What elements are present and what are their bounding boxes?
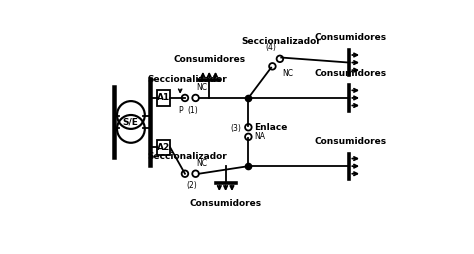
Text: P: P — [178, 105, 182, 115]
Text: (4): (4) — [265, 43, 276, 53]
Text: A1: A1 — [157, 93, 170, 102]
Text: NC: NC — [197, 83, 208, 92]
Text: Seccionalizador: Seccionalizador — [148, 152, 228, 161]
Text: Enlace: Enlace — [254, 123, 287, 132]
Text: (1): (1) — [187, 105, 198, 115]
Text: NA: NA — [254, 132, 265, 141]
Text: Consumidores: Consumidores — [173, 55, 245, 64]
Text: S/E: S/E — [122, 117, 138, 126]
Text: Consumidores: Consumidores — [315, 137, 387, 146]
Text: Consumidores: Consumidores — [315, 33, 387, 42]
Text: Consumidores: Consumidores — [190, 199, 262, 208]
Text: Consumidores: Consumidores — [315, 69, 387, 78]
Text: Seccionalizador: Seccionalizador — [148, 75, 228, 84]
Text: A2: A2 — [157, 143, 170, 152]
Text: (2): (2) — [186, 181, 197, 190]
Text: NC: NC — [197, 159, 208, 168]
Text: Seccionalizador: Seccionalizador — [241, 37, 321, 46]
Text: (3): (3) — [230, 124, 241, 133]
Text: NC: NC — [283, 69, 293, 78]
